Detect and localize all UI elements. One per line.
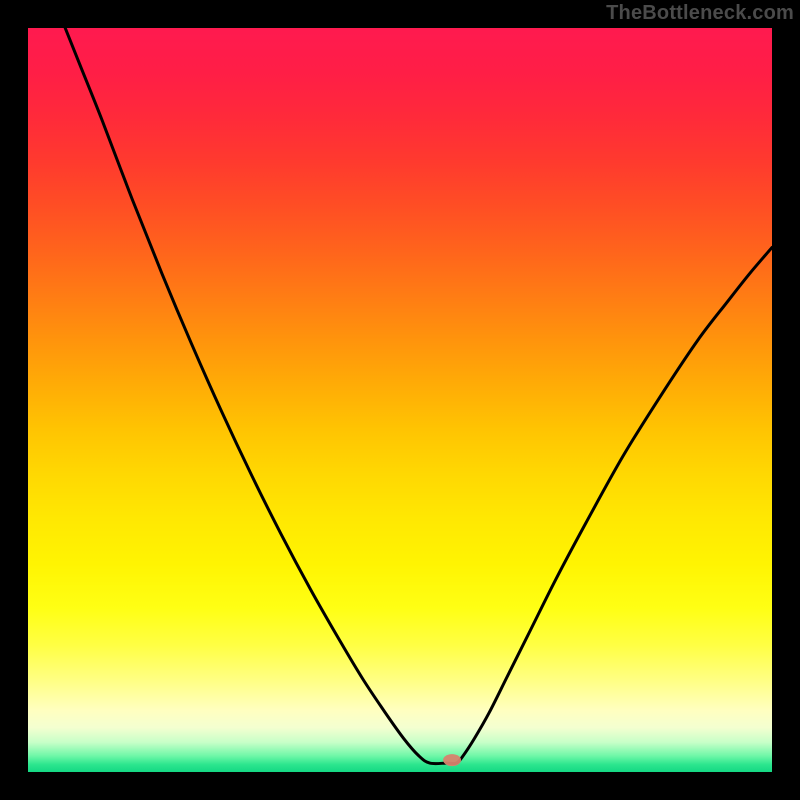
optimum-marker: [443, 754, 461, 766]
watermark-text: TheBottleneck.com: [606, 2, 794, 25]
bottleneck-chart: [0, 0, 800, 800]
chart-background: [28, 28, 772, 772]
